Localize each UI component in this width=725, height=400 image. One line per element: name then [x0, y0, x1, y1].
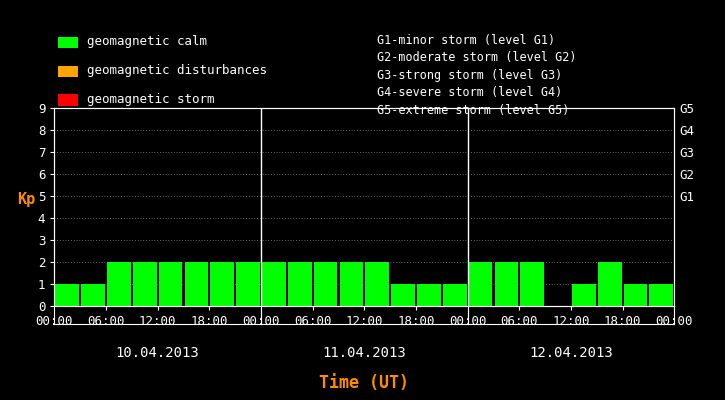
- Bar: [365, 262, 389, 306]
- Bar: [443, 284, 467, 306]
- Bar: [81, 284, 105, 306]
- Bar: [55, 284, 79, 306]
- Y-axis label: Kp: Kp: [17, 192, 36, 207]
- Bar: [392, 284, 415, 306]
- Bar: [236, 262, 260, 306]
- Bar: [210, 262, 234, 306]
- Text: Time (UT): Time (UT): [319, 374, 410, 392]
- Bar: [417, 284, 441, 306]
- Text: geomagnetic disturbances: geomagnetic disturbances: [87, 64, 267, 77]
- Text: G5-extreme storm (level G5): G5-extreme storm (level G5): [377, 104, 569, 117]
- Bar: [159, 262, 183, 306]
- Text: geomagnetic storm: geomagnetic storm: [87, 93, 215, 106]
- Bar: [468, 262, 492, 306]
- Bar: [521, 262, 544, 306]
- Bar: [624, 284, 647, 306]
- Bar: [107, 262, 130, 306]
- Bar: [185, 262, 208, 306]
- Text: 12.04.2013: 12.04.2013: [529, 346, 613, 360]
- Bar: [572, 284, 596, 306]
- Bar: [339, 262, 363, 306]
- Text: G1-minor storm (level G1): G1-minor storm (level G1): [377, 34, 555, 47]
- Bar: [650, 284, 674, 306]
- Text: G4-severe storm (level G4): G4-severe storm (level G4): [377, 86, 563, 100]
- Text: 10.04.2013: 10.04.2013: [116, 346, 199, 360]
- Text: geomagnetic calm: geomagnetic calm: [87, 35, 207, 48]
- Bar: [598, 262, 621, 306]
- Text: G3-strong storm (level G3): G3-strong storm (level G3): [377, 69, 563, 82]
- Bar: [133, 262, 157, 306]
- Bar: [262, 262, 286, 306]
- Bar: [288, 262, 312, 306]
- Text: G2-moderate storm (level G2): G2-moderate storm (level G2): [377, 51, 576, 64]
- Bar: [314, 262, 337, 306]
- Bar: [494, 262, 518, 306]
- Text: 11.04.2013: 11.04.2013: [323, 346, 406, 360]
